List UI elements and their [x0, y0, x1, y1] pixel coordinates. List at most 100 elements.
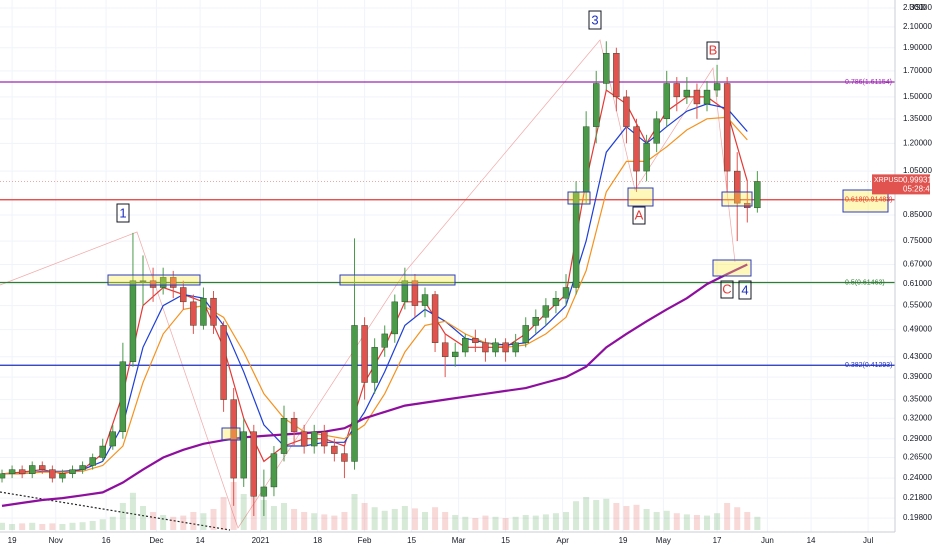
candle-body	[39, 465, 46, 470]
x-tick-label: May	[656, 536, 671, 545]
volume-bar	[150, 512, 157, 530]
candle-body	[603, 53, 610, 84]
candle-body	[582, 126, 590, 193]
volume-bar	[301, 512, 308, 530]
volume-bar	[190, 512, 197, 530]
candle-body	[210, 297, 217, 326]
fib-label: 0.5(0.61463)	[845, 279, 885, 286]
y-tick-label: 0.29000	[903, 434, 932, 443]
x-tick-label: 16	[102, 536, 111, 545]
candle-body	[69, 469, 76, 475]
fib-label: 0.618(0.91483)	[845, 197, 892, 204]
candle-body	[89, 457, 96, 466]
volume-bar	[653, 512, 660, 530]
wave-box	[116, 203, 130, 223]
candle-body	[391, 301, 398, 335]
volume-bar	[633, 504, 640, 530]
x-tick-label: Jul	[863, 536, 873, 545]
candle-body	[371, 347, 378, 383]
candle-body	[170, 277, 177, 288]
zone	[721, 191, 753, 207]
candle-body	[633, 126, 640, 172]
zone	[221, 427, 241, 441]
y-tick-label: 0.43000	[903, 352, 932, 361]
volume-bar	[522, 515, 529, 530]
volume-bar	[643, 509, 650, 530]
volume-bar	[361, 503, 368, 530]
candle-body	[49, 469, 56, 479]
volume-bar	[452, 515, 459, 530]
x-tick-label: Jun	[761, 536, 774, 545]
candle-body	[260, 486, 268, 497]
volume-bar	[673, 513, 680, 530]
wave-label: A	[635, 207, 644, 222]
candle-body	[703, 89, 711, 105]
x-tick-label: Feb	[358, 536, 372, 545]
y-tick-label: 0.49000	[903, 325, 932, 334]
zone	[339, 274, 456, 286]
wave-box	[632, 206, 646, 225]
candle-body	[673, 83, 680, 98]
volume-bar	[704, 515, 711, 530]
candle-body	[482, 342, 489, 353]
volume-bar	[734, 507, 741, 530]
y-tick-label: 2.30000	[903, 3, 932, 12]
volume-bar	[311, 513, 318, 530]
volume-bar	[210, 509, 217, 530]
volume-bar	[331, 515, 338, 530]
y-tick-label: 0.26500	[903, 453, 932, 462]
last-price: 0.99931	[903, 175, 932, 184]
volume-bar	[240, 494, 247, 530]
volume-bar	[472, 518, 479, 530]
volume-bar	[502, 518, 509, 530]
y-tick-label: 0.35000	[903, 395, 932, 404]
candle-body	[200, 297, 207, 326]
candle-body	[99, 445, 106, 458]
volume-bar	[683, 514, 690, 530]
candle-body	[542, 305, 550, 318]
x-tick-label: 17	[713, 536, 722, 545]
volume-bar	[432, 507, 439, 530]
wave-box	[738, 280, 752, 300]
candle-body	[381, 333, 388, 348]
y-tick-label: 0.75000	[903, 236, 932, 245]
wave-label: C	[722, 281, 731, 296]
currency: USD	[909, 3, 926, 12]
candle-body	[129, 280, 137, 362]
candle-body	[441, 342, 449, 357]
y-tick-label: 1.50000	[903, 92, 932, 101]
price-tag	[872, 174, 930, 195]
volume-bar	[29, 522, 36, 530]
candle-body	[522, 325, 529, 343]
y-tick-label: 0.19800	[903, 513, 932, 522]
candle-body	[159, 277, 167, 288]
volume-bar	[170, 516, 177, 530]
volume-bar	[9, 524, 16, 530]
volume-bar	[321, 514, 328, 530]
symbol-label: XRPUSD	[874, 177, 903, 184]
y-tick-label: 0.67000	[903, 260, 932, 269]
candle-body	[341, 453, 348, 462]
candle-body	[653, 118, 660, 144]
x-tick-label: 14	[196, 536, 205, 545]
volume-bar	[270, 506, 277, 530]
candle-body	[723, 83, 731, 172]
volume-bar	[462, 516, 469, 530]
candle-body	[713, 83, 721, 91]
volume-bar	[492, 516, 499, 530]
volume-bar	[552, 513, 559, 530]
candle-body	[572, 191, 580, 288]
volume-bar	[663, 510, 670, 530]
candle-body	[744, 202, 751, 209]
x-tick-label: 15	[501, 536, 510, 545]
candle-body	[663, 83, 670, 120]
x-tick-label: 15	[407, 536, 416, 545]
x-tick-label: 18	[313, 536, 322, 545]
candle-body	[240, 431, 247, 479]
y-tick-label: 0.55000	[903, 301, 932, 310]
volume-bar	[220, 497, 227, 530]
candle-body	[361, 325, 368, 383]
moving-average	[2, 116, 748, 475]
volume-bar	[129, 492, 136, 530]
trend-line	[0, 491, 231, 531]
